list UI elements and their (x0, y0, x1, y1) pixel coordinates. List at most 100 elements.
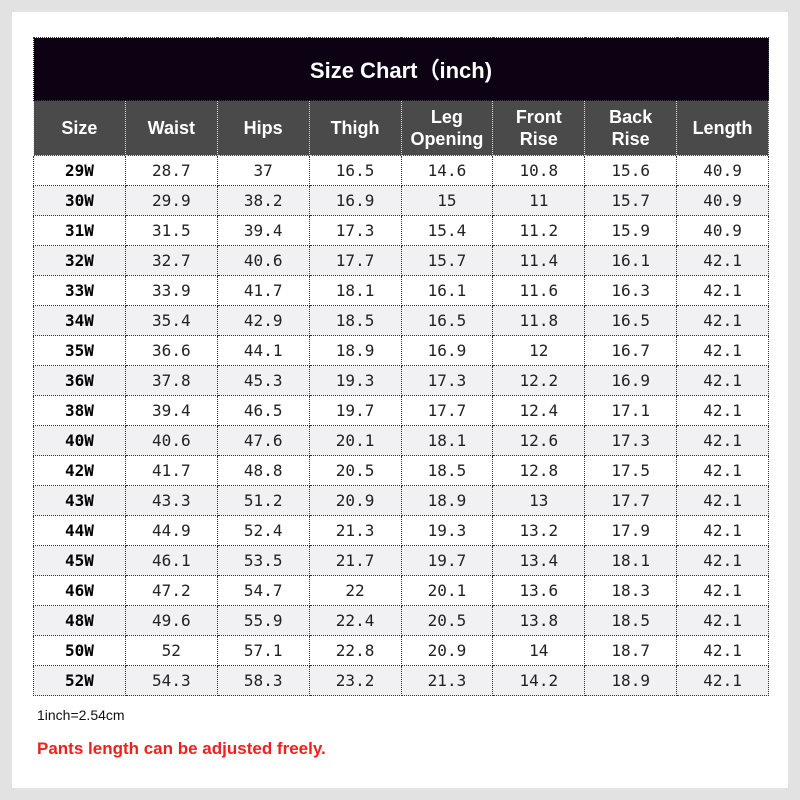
value-cell: 58.3 (216, 665, 310, 696)
value-cell: 18.3 (584, 575, 678, 606)
table-title: Size Chart（inch) (33, 37, 769, 101)
value-cell: 36.6 (124, 335, 218, 366)
value-cell: 17.3 (584, 425, 678, 456)
value-cell: 13 (492, 485, 586, 516)
table-row: 38W 39.4 46.5 19.7 17.7 12.4 17.1 42.1 (33, 395, 769, 426)
value-cell: 17.7 (308, 245, 402, 276)
value-cell: 19.3 (400, 515, 494, 546)
value-cell: 13.6 (492, 575, 586, 606)
size-chart-table: Size Chart（inch) Size Waist Hips Thigh Leg O… (33, 37, 769, 696)
table-row: 34W 35.4 42.9 18.5 16.5 11.8 16.5 42.1 (33, 305, 769, 336)
value-cell: 17.7 (400, 395, 494, 426)
table-row: 30W 29.9 38.2 16.9 15 11 15.7 40.9 (33, 185, 769, 216)
value-cell: 54.3 (124, 665, 218, 696)
value-cell: 20.5 (400, 605, 494, 636)
size-cell: 35W (33, 335, 126, 366)
value-cell: 21.3 (308, 515, 402, 546)
value-cell: 55.9 (216, 605, 310, 636)
value-cell: 18.9 (308, 335, 402, 366)
value-cell: 15 (400, 185, 494, 216)
value-cell: 14.6 (400, 155, 494, 186)
value-cell: 42.1 (676, 545, 769, 576)
value-cell: 20.5 (308, 455, 402, 486)
table-row: 46W 47.2 54.7 22 20.1 13.6 18.3 42.1 (33, 575, 769, 606)
size-cell: 31W (33, 215, 126, 246)
size-cell: 36W (33, 365, 126, 396)
value-cell: 11.4 (492, 245, 586, 276)
value-cell: 17.3 (308, 215, 402, 246)
value-cell: 17.9 (584, 515, 678, 546)
table-body: 29W 28.7 37 16.5 14.6 10.8 15.6 40.9 30W 29.9 38.2… (33, 155, 769, 696)
value-cell: 42.1 (676, 605, 769, 636)
value-cell: 39.4 (216, 215, 310, 246)
value-cell: 20.1 (400, 575, 494, 606)
value-cell: 17.1 (584, 395, 678, 426)
value-cell: 35.4 (124, 305, 218, 336)
value-cell: 42.1 (676, 425, 769, 456)
table-row: 29W 28.7 37 16.5 14.6 10.8 15.6 40.9 (33, 155, 769, 186)
value-cell: 14 (492, 635, 586, 666)
value-cell: 23.2 (308, 665, 402, 696)
value-cell: 40.6 (124, 425, 218, 456)
size-cell: 46W (33, 575, 126, 606)
value-cell: 49.6 (124, 605, 218, 636)
value-cell: 42.1 (676, 365, 769, 396)
table-row: 40W 40.6 47.6 20.1 18.1 12.6 17.3 42.1 (33, 425, 769, 456)
value-cell: 16.9 (308, 185, 402, 216)
value-cell: 39.4 (124, 395, 218, 426)
value-cell: 15.7 (584, 185, 678, 216)
value-cell: 15.7 (400, 245, 494, 276)
value-cell: 42.1 (676, 395, 769, 426)
value-cell: 16.7 (584, 335, 678, 366)
value-cell: 18.1 (308, 275, 402, 306)
table-row: 45W 46.1 53.5 21.7 19.7 13.4 18.1 42.1 (33, 545, 769, 576)
value-cell: 16.9 (584, 365, 678, 396)
value-cell: 21.3 (400, 665, 494, 696)
size-cell: 50W (33, 635, 126, 666)
table-row: 48W 49.6 55.9 22.4 20.5 13.8 18.5 42.1 (33, 605, 769, 636)
value-cell: 51.2 (216, 485, 310, 516)
value-cell: 17.7 (584, 485, 678, 516)
size-cell: 45W (33, 545, 126, 576)
value-cell: 13.2 (492, 515, 586, 546)
value-cell: 22.4 (308, 605, 402, 636)
value-cell: 17.5 (584, 455, 678, 486)
value-cell: 16.5 (308, 155, 402, 186)
value-cell: 21.7 (308, 545, 402, 576)
value-cell: 19.3 (308, 365, 402, 396)
value-cell: 40.6 (216, 245, 310, 276)
value-cell: 41.7 (216, 275, 310, 306)
table-row: 50W 52 57.1 22.8 20.9 14 18.7 42.1 (33, 635, 769, 666)
value-cell: 12.2 (492, 365, 586, 396)
size-cell: 48W (33, 605, 126, 636)
value-cell: 18.7 (584, 635, 678, 666)
table-row: 36W 37.8 45.3 19.3 17.3 12.2 16.9 42.1 (33, 365, 769, 396)
value-cell: 18.9 (400, 485, 494, 516)
table-row: 35W 36.6 44.1 18.9 16.9 12 16.7 42.1 (33, 335, 769, 366)
value-cell: 42.1 (676, 635, 769, 666)
column-header: Back Rise (584, 100, 678, 156)
table-row: 33W 33.9 41.7 18.1 16.1 11.6 16.3 42.1 (33, 275, 769, 306)
value-cell: 18.9 (584, 665, 678, 696)
value-cell: 44.1 (216, 335, 310, 366)
value-cell: 19.7 (308, 395, 402, 426)
value-cell: 52.4 (216, 515, 310, 546)
value-cell: 20.9 (308, 485, 402, 516)
size-cell: 29W (33, 155, 126, 186)
value-cell: 16.3 (584, 275, 678, 306)
value-cell: 37.8 (124, 365, 218, 396)
value-cell: 28.7 (124, 155, 218, 186)
value-cell: 47.6 (216, 425, 310, 456)
value-cell: 13.4 (492, 545, 586, 576)
column-header: Length (676, 100, 769, 156)
size-cell: 42W (33, 455, 126, 486)
value-cell: 13.8 (492, 605, 586, 636)
value-cell: 18.1 (400, 425, 494, 456)
value-cell: 52 (124, 635, 218, 666)
table-row: 42W 41.7 48.8 20.5 18.5 12.8 17.5 42.1 (33, 455, 769, 486)
value-cell: 12.4 (492, 395, 586, 426)
header-row: Size Waist Hips Thigh Leg Opening Front Rise B… (33, 100, 769, 156)
value-cell: 44.9 (124, 515, 218, 546)
unit-note: 1inch=2.54cm (37, 707, 125, 723)
value-cell: 40.9 (676, 185, 769, 216)
